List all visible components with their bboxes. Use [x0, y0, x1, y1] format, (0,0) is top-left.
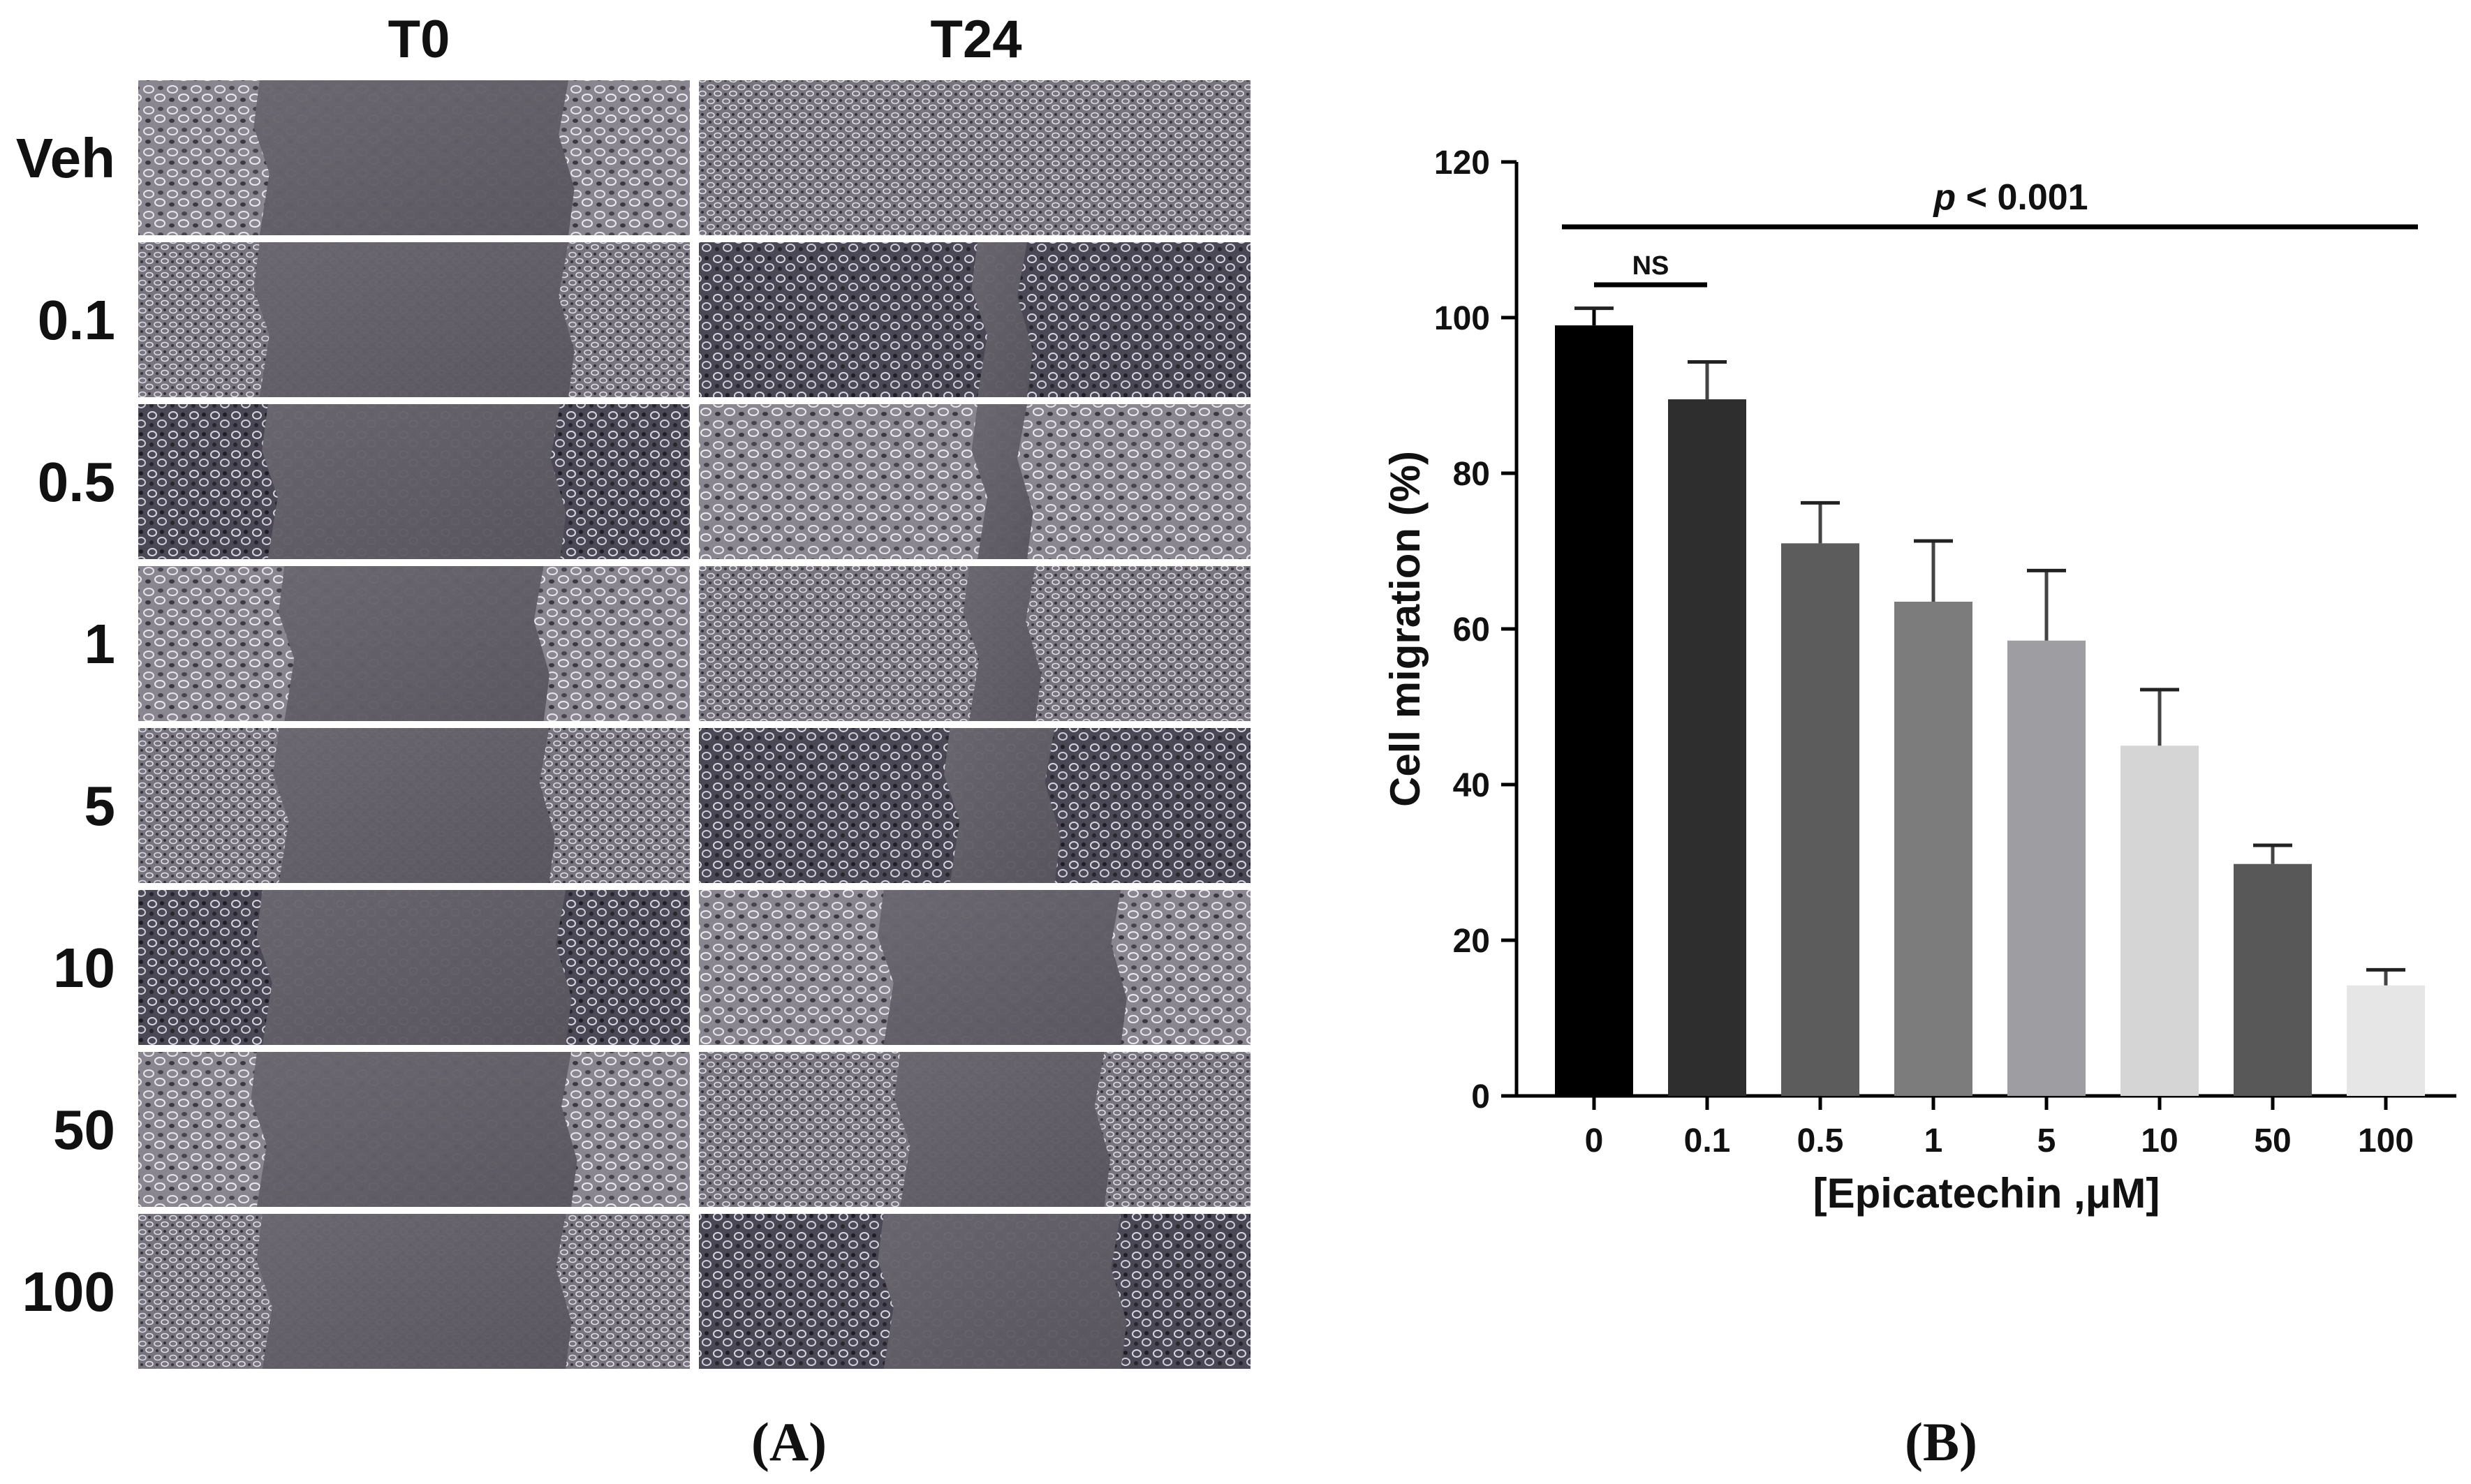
row-label: 50: [53, 1099, 115, 1161]
bar: [2007, 640, 2086, 1096]
y-tick-label: 120: [1434, 144, 1490, 181]
column-header-t24: T24: [931, 10, 1022, 69]
panel-b-bar-chart: 0 20 40 60 80 100 120 0 0.1 0.5 1 5 10 50 100 [Epicatec…: [1382, 144, 2456, 1472]
scratch-gap: [256, 890, 572, 1045]
panel-b-label: (B): [1905, 1411, 1977, 1472]
y-tick-label: 100: [1434, 300, 1490, 337]
row-label: Veh: [16, 127, 115, 189]
x-tick-label: 5: [2037, 1122, 2056, 1159]
y-tick-label: 60: [1453, 611, 1490, 648]
y-tick-label: 20: [1453, 923, 1490, 960]
x-tick-label: 1: [1924, 1122, 1943, 1159]
x-tick-label: 0: [1585, 1122, 1604, 1159]
y-axis-title: Cell migration (%): [1382, 451, 1429, 807]
bar: [1555, 325, 1633, 1096]
panel-a-micrographs: T0 T24 Veh 0.1 0.5 1 5 10 50 100 (A): [16, 10, 1251, 1472]
x-tick-label: 10: [2141, 1122, 2178, 1159]
p-value-symbol: p: [1932, 177, 1956, 218]
row-label: 0.1: [38, 289, 115, 351]
x-tick-label: 50: [2254, 1122, 2291, 1159]
y-tick-label: 0: [1471, 1078, 1490, 1115]
row-label: 1: [84, 613, 116, 675]
x-tick-label: 0.5: [1797, 1122, 1844, 1159]
micrograph-image: [699, 80, 1251, 235]
x-tick-label: 0.1: [1684, 1122, 1731, 1159]
scratch-gap: [894, 1052, 1111, 1207]
bar: [2120, 745, 2199, 1096]
column-header-t0: T0: [388, 10, 450, 69]
row-label: 0.5: [38, 451, 115, 513]
row-label: 100: [22, 1261, 115, 1323]
scratch-gap: [278, 566, 550, 721]
scratch-gap: [262, 404, 566, 559]
p-value-text: < 0.001: [1956, 177, 2088, 218]
scratch-gap: [963, 566, 1042, 721]
x-tick-label: 100: [2358, 1122, 2414, 1159]
y-tick-label: 80: [1453, 456, 1490, 493]
panel-a-label: (A): [751, 1411, 827, 1472]
y-tick-label: 40: [1453, 767, 1490, 804]
scratch-gap: [256, 1214, 572, 1369]
scratch-gap: [253, 242, 575, 397]
bar: [1781, 543, 1859, 1096]
scratch-gap: [971, 404, 1033, 559]
bar: [2347, 985, 2425, 1096]
scratch-gap: [878, 1214, 1127, 1369]
bar: [1894, 601, 1972, 1096]
scratch-gap: [273, 728, 555, 883]
scratch-gap: [251, 1052, 577, 1207]
significance-label-ns: NS: [1632, 251, 1669, 281]
significance-label-overall: p < 0.001: [1932, 177, 2088, 218]
x-axis-title: [Epicatechin ,μM]: [1813, 1170, 2160, 1217]
row-label: 10: [53, 937, 115, 999]
scratch-gap: [944, 728, 1061, 883]
row-label: 5: [84, 775, 116, 837]
scratch-gap: [253, 80, 575, 235]
bar: [2234, 863, 2312, 1096]
scratch-gap: [878, 890, 1127, 1045]
scratch-gap: [971, 242, 1033, 397]
bar: [1668, 399, 1746, 1096]
